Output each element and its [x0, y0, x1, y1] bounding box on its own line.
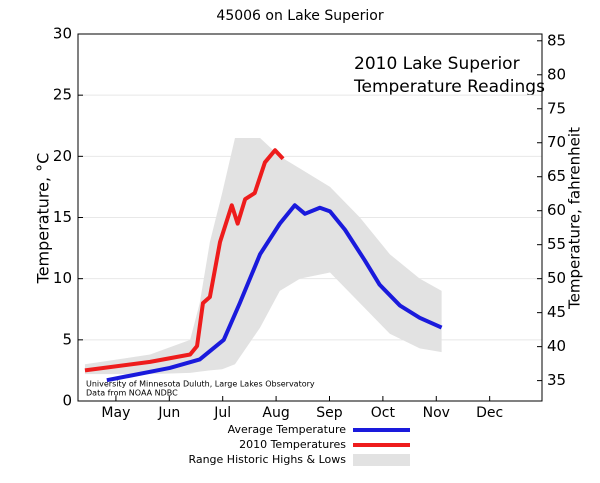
y2-tick-label: 60 — [547, 201, 566, 219]
y2-tick-label: 35 — [547, 371, 566, 389]
y2-tick-label: 40 — [547, 337, 566, 355]
y-tick-label: 5 — [62, 330, 72, 348]
legend-label: 2010 Temperatures — [239, 438, 346, 451]
credit: Data from NOAA NDBC — [86, 389, 178, 398]
annotation: Temperature Readings — [353, 77, 545, 97]
y2-tick-label: 85 — [547, 31, 566, 49]
credit: University of Minnesota Duluth, Large La… — [86, 380, 315, 389]
x-tick-label: Oct — [371, 405, 396, 421]
legend-label: Average Temperature — [228, 423, 347, 436]
chart-title: 45006 on Lake Superior — [216, 8, 383, 24]
plot-frame — [77, 33, 543, 402]
annotation: 2010 Lake Superior — [354, 54, 520, 74]
y-tick-label: 10 — [53, 269, 72, 287]
y2-axis-label: Temperature, fahrenheit — [566, 127, 584, 310]
x-tick-label: Dec — [476, 405, 503, 421]
x-tick-label: Sep — [316, 405, 343, 421]
y2-tick-label: 75 — [547, 99, 566, 117]
y2-tick-label: 50 — [547, 269, 566, 287]
x-tick-label: Jun — [157, 405, 180, 421]
y-tick-label: 0 — [62, 392, 72, 410]
y-tick-label: 25 — [53, 86, 72, 104]
y-tick-label: 15 — [53, 208, 72, 226]
y2-tick-label: 70 — [547, 133, 566, 151]
range-band — [84, 137, 442, 375]
x-tick-label: Nov — [423, 405, 450, 421]
series-line — [106, 203, 443, 383]
y-tick-label: 20 — [53, 147, 72, 165]
legend-label: Range Historic Highs & Lows — [188, 453, 346, 466]
y2-tick-label: 45 — [547, 303, 566, 321]
series-line — [84, 148, 285, 373]
y2-tick-label: 80 — [547, 65, 566, 83]
y-tick-label: 30 — [53, 25, 72, 43]
y2-tick-label: 65 — [547, 167, 566, 185]
x-tick-label: Jul — [213, 405, 231, 421]
y-axis-label: Temperature, °C — [34, 153, 53, 285]
x-tick-label: Aug — [262, 405, 289, 421]
y2-tick-label: 55 — [547, 235, 566, 253]
x-tick-label: May — [101, 405, 130, 421]
